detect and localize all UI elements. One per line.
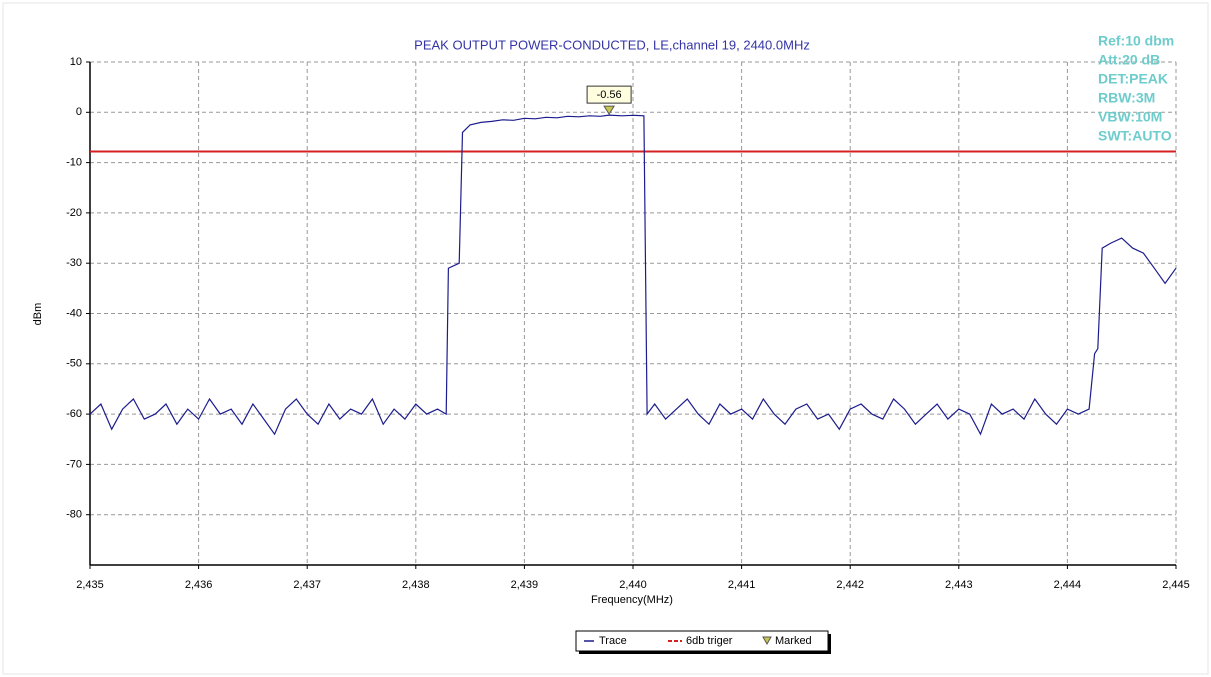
marker-label-box xyxy=(586,85,632,104)
legend-box xyxy=(575,630,829,652)
chart-title: PEAK OUTPUT POWER-CONDUCTED, LE,channel … xyxy=(414,37,810,52)
y-tick-label: -60 xyxy=(66,408,82,420)
y-tick-label: 0 xyxy=(76,106,82,118)
info-text: Ref:10 dbm xyxy=(1098,33,1174,49)
x-tick-label: 2,435 xyxy=(76,579,104,591)
x-tick-label: 2,441 xyxy=(728,579,756,591)
x-tick-label: 2,443 xyxy=(945,579,973,591)
y-axis-label: dBm xyxy=(32,303,44,326)
y-tick-label: -10 xyxy=(66,157,82,169)
x-tick-label: 2,438 xyxy=(402,579,430,591)
x-tick-label: 2,445 xyxy=(1162,579,1190,591)
x-tick-label: 2,439 xyxy=(511,579,539,591)
legend-marker-key xyxy=(762,636,772,646)
x-tick-label: 2,437 xyxy=(293,579,321,591)
info-text: SWT:AUTO xyxy=(1098,128,1172,144)
info-text: VBW:10M xyxy=(1098,109,1162,125)
x-tick-label: 2,440 xyxy=(619,579,647,591)
x-axis-label: Frequency(MHz) xyxy=(591,594,673,606)
legend-label: Marked xyxy=(775,635,812,647)
legend-label: Trace xyxy=(599,635,627,647)
info-text: DET:PEAK xyxy=(1098,71,1168,87)
x-tick-label: 2,444 xyxy=(1054,579,1082,591)
info-text: Att:20 dB xyxy=(1098,52,1160,68)
info-text: RBW:3M xyxy=(1098,90,1155,106)
y-tick-label: 10 xyxy=(70,56,82,68)
y-tick-label: -40 xyxy=(66,307,82,319)
y-tick-label: -20 xyxy=(66,207,82,219)
marker xyxy=(603,105,616,116)
x-tick-label: 2,442 xyxy=(836,579,864,591)
trace-line xyxy=(89,114,1177,436)
y-tick-label: -30 xyxy=(66,257,82,269)
y-tick-label: -50 xyxy=(66,358,82,370)
x-tick-label: 2,436 xyxy=(185,579,213,591)
y-tick-label: -80 xyxy=(66,509,82,521)
marker-label: -0.56 xyxy=(597,89,622,101)
legend-label: 6db triger xyxy=(686,635,733,647)
y-tick-label: -70 xyxy=(66,458,82,470)
